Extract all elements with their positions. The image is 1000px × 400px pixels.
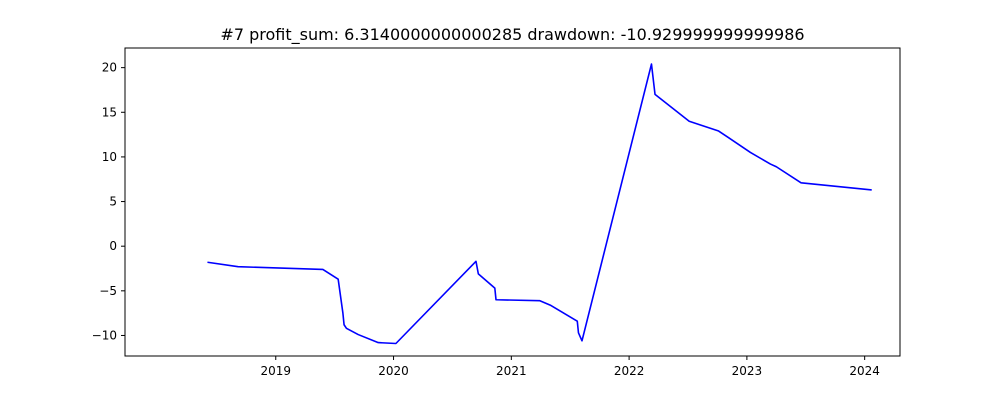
series-layer [207, 63, 872, 345]
x-tick-label: 2021 [496, 364, 527, 378]
y-tick-label: 20 [102, 61, 117, 75]
x-tick-label: 2022 [614, 364, 645, 378]
y-tick-label: 15 [102, 105, 117, 119]
x-tick-label: 2024 [849, 364, 880, 378]
y-tick-label: 0 [109, 239, 117, 253]
chart-title: #7 profit_sum: 6.3140000000000285 drawdo… [220, 25, 804, 45]
profit-series-line [207, 63, 872, 345]
y-axis: 20 15 10 5 0 −5 −10 [92, 61, 125, 342]
y-tick-label: 10 [102, 150, 117, 164]
x-tick-label: 2020 [378, 364, 409, 378]
x-tick-label: 2019 [260, 364, 291, 378]
y-tick-label: −10 [92, 328, 117, 342]
y-tick-label: 5 [109, 195, 117, 209]
x-axis: 2019 2020 2021 2022 2023 2024 [260, 356, 880, 378]
plot-area [124, 47, 901, 357]
y-tick-label: −5 [99, 284, 117, 298]
x-tick-label: 2023 [732, 364, 763, 378]
